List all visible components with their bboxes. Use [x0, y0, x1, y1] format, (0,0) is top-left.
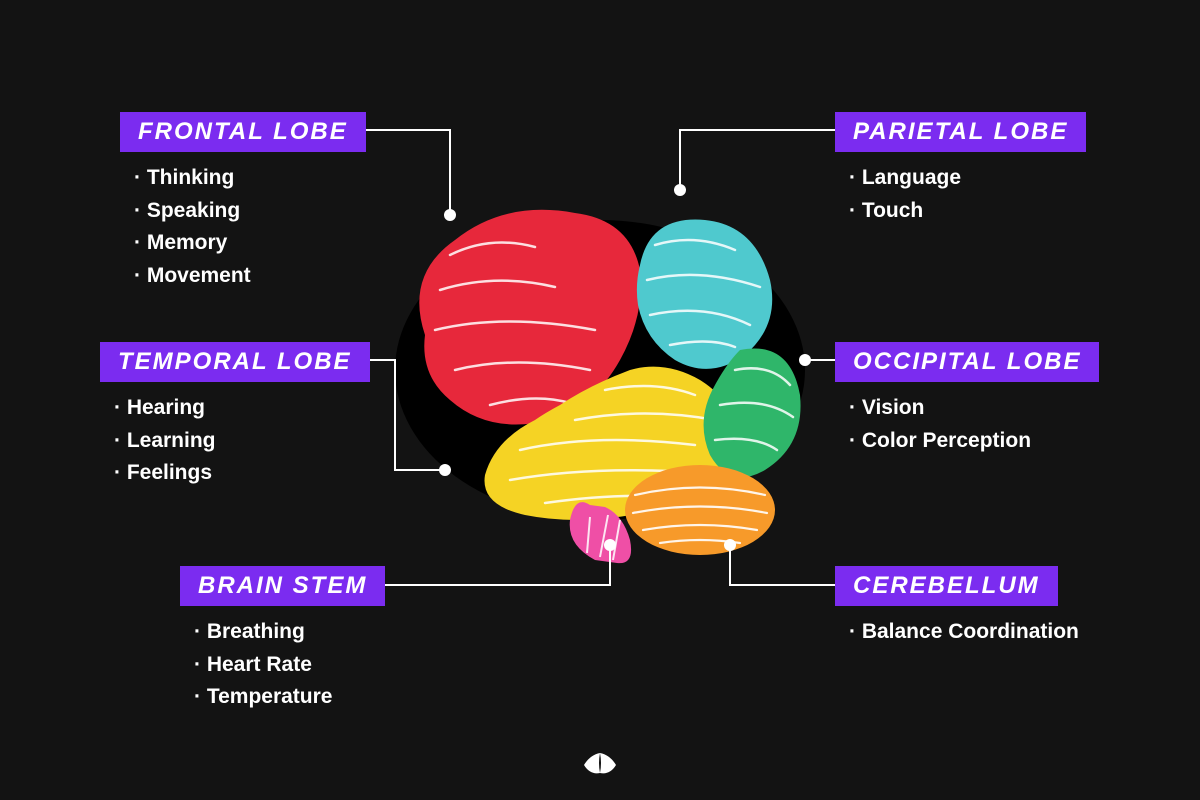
logo-icon: [576, 749, 624, 782]
label-occipital-items: VisionColor Perception: [835, 392, 1099, 457]
label-cerebellum-items: Balance Coordination: [835, 616, 1079, 649]
label-parietal-items: LanguageTouch: [835, 162, 1086, 227]
label-cerebellum: CEREBELLUM Balance Coordination: [835, 566, 1079, 649]
label-cerebellum-title: CEREBELLUM: [835, 566, 1058, 606]
label-parietal: PARIETAL LOBE LanguageTouch: [835, 112, 1086, 227]
region-cerebellum: [625, 465, 775, 555]
label-occipital: OCCIPITAL LOBE VisionColor Perception: [835, 342, 1099, 457]
label-brainstem: BRAIN STEM BreathingHeart RateTemperatur…: [180, 566, 385, 714]
label-frontal: FRONTAL LOBE ThinkingSpeakingMemoryMovem…: [120, 112, 366, 292]
label-temporal-items: HearingLearningFeelings: [100, 392, 370, 490]
label-brainstem-items: BreathingHeart RateTemperature: [180, 616, 385, 714]
label-frontal-items: ThinkingSpeakingMemoryMovement: [120, 162, 366, 292]
label-frontal-title: FRONTAL LOBE: [120, 112, 366, 152]
label-brainstem-title: BRAIN STEM: [180, 566, 385, 606]
label-temporal: TEMPORAL LOBE HearingLearningFeelings: [100, 342, 370, 490]
brain-illustration: [395, 195, 805, 565]
label-parietal-title: PARIETAL LOBE: [835, 112, 1086, 152]
label-temporal-title: TEMPORAL LOBE: [100, 342, 370, 382]
label-occipital-title: OCCIPITAL LOBE: [835, 342, 1099, 382]
